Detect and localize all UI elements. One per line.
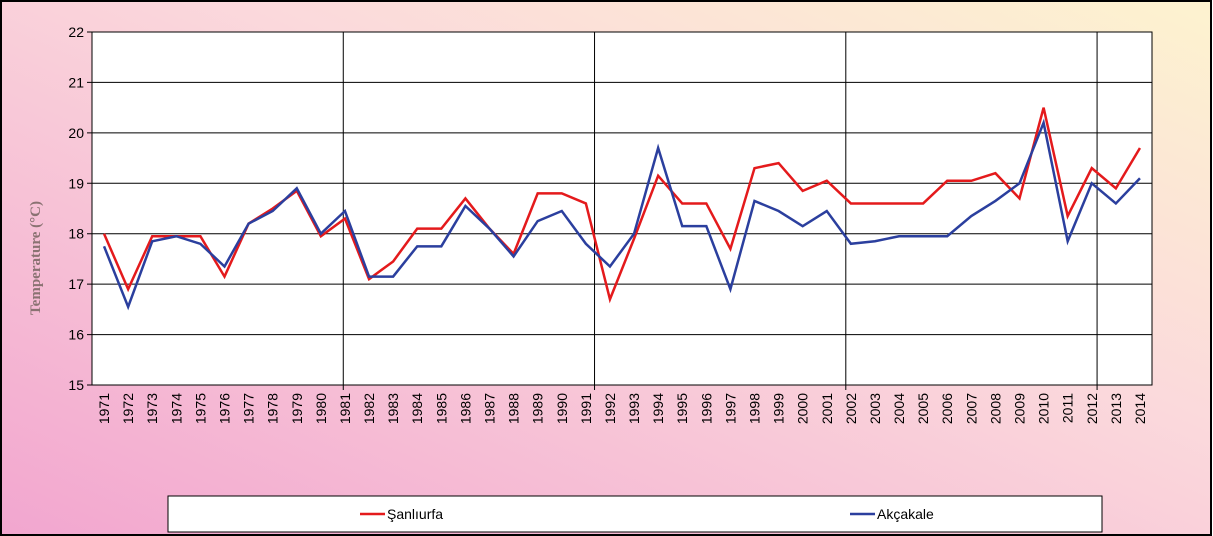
x-tick-label: 1987: [482, 393, 498, 424]
x-tick-label: 2010: [1036, 393, 1052, 424]
x-tick-label: 2014: [1132, 393, 1148, 424]
x-tick-label: 2007: [963, 393, 979, 424]
y-tick-label: 19: [68, 175, 84, 191]
legend-label: Akçakale: [877, 506, 934, 522]
x-tick-label: 1982: [361, 393, 377, 424]
plot-area: [91, 31, 1153, 386]
x-tick-label: 1986: [457, 393, 473, 424]
x-tick-label: 1973: [144, 393, 160, 424]
x-tick-label: 1996: [698, 393, 714, 424]
x-tick-label: 1994: [650, 393, 666, 424]
x-tick-label: 1995: [674, 393, 690, 424]
x-tick-label: 1979: [289, 393, 305, 424]
x-tick-label: 1971: [96, 393, 112, 424]
x-tick-label: 1981: [337, 393, 353, 424]
x-tick-label: 1989: [530, 393, 546, 424]
x-tick-label: 1997: [722, 393, 738, 424]
x-tick-label: 1988: [506, 393, 522, 424]
x-tick-label: 2008: [987, 393, 1003, 424]
y-tick-label: 16: [68, 327, 84, 343]
x-tick-label: 1978: [265, 393, 281, 424]
y-tick-label: 20: [68, 125, 84, 141]
legend: [167, 495, 1103, 533]
x-tick-label: 2000: [795, 393, 811, 424]
y-tick-label: 21: [68, 74, 84, 90]
x-tick-label: 1998: [747, 393, 763, 424]
x-tick-label: 2006: [939, 393, 955, 424]
x-tick-label: 2009: [1012, 393, 1028, 424]
x-tick-label: 2011: [1060, 393, 1076, 423]
x-tick-label: 2004: [891, 393, 907, 424]
line-series: [102, 118, 1141, 311]
x-tick-label: 1984: [409, 393, 425, 424]
x-tick-label: 1990: [554, 393, 570, 424]
legend-label: Şanlıurfa: [387, 506, 443, 522]
x-tick-label: 1975: [192, 393, 208, 424]
x-tick-label: 1992: [602, 393, 618, 424]
x-tick-label: 1977: [241, 393, 257, 424]
x-tick-label: 1972: [120, 393, 136, 424]
x-tick-label: 2002: [843, 393, 859, 424]
x-tick-label: 1993: [626, 393, 642, 424]
x-tick-label: 2013: [1108, 393, 1124, 424]
x-tick-label: 2003: [867, 393, 883, 424]
x-tick-label: 2001: [819, 393, 835, 424]
y-axis-label: Temperature (°C): [28, 201, 44, 315]
x-tick-label: 1974: [168, 393, 184, 424]
x-tick-label: 1999: [771, 393, 787, 424]
x-tick-label: 1976: [217, 393, 233, 424]
y-tick-label: 17: [68, 276, 84, 292]
x-tick-label: 1985: [433, 393, 449, 424]
y-tick-label: 22: [68, 24, 84, 40]
y-tick-label: 15: [68, 377, 84, 393]
y-tick-label: 18: [68, 226, 84, 242]
x-tick-label: 2012: [1084, 393, 1100, 424]
x-tick-label: 1991: [578, 393, 594, 424]
x-tick-label: 2005: [915, 393, 931, 424]
x-tick-label: 1980: [313, 393, 329, 424]
x-tick-label: 1983: [385, 393, 401, 424]
